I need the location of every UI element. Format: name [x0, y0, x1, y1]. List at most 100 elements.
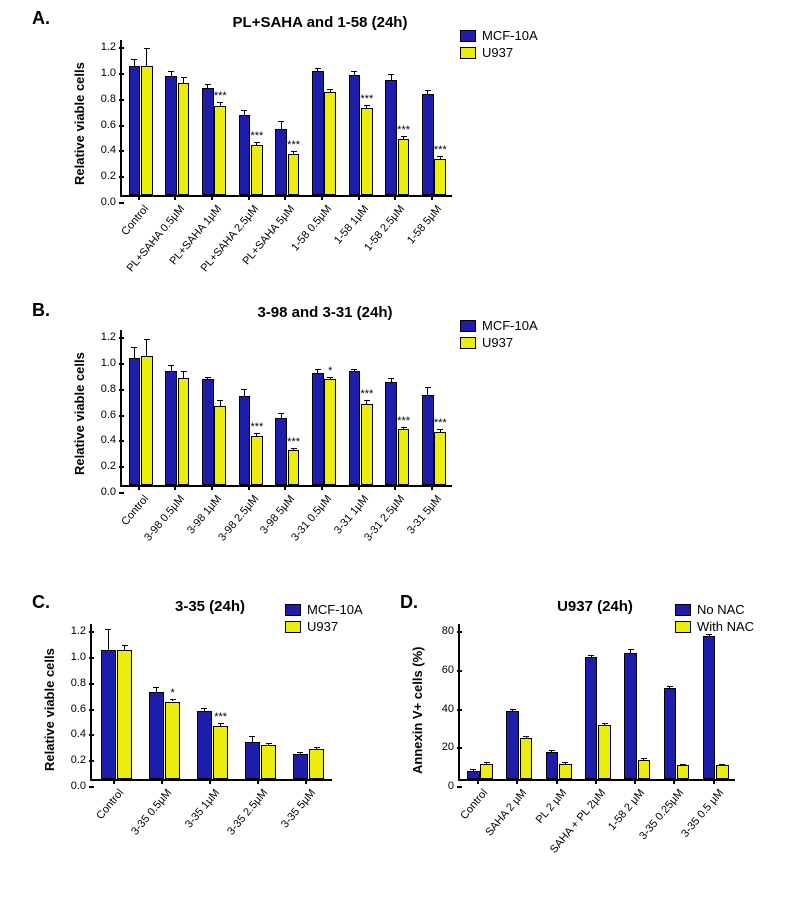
ytick-label: 40 [442, 703, 460, 715]
error-cap [549, 750, 555, 751]
error-cap [327, 89, 333, 90]
bar [202, 88, 214, 195]
bar [398, 429, 410, 485]
bar [312, 71, 324, 195]
legend-label: No NAC [697, 602, 745, 617]
legend-item: MCF-10A [460, 28, 538, 43]
xtick-mark [595, 779, 597, 784]
panel-label-a: A. [32, 8, 50, 29]
legend-item: MCF-10A [460, 318, 538, 333]
error-cap [425, 387, 431, 388]
xtick-mark [209, 779, 211, 784]
bar [638, 760, 651, 779]
xtick-mark [284, 485, 286, 490]
error-cap [241, 110, 247, 111]
legend-item: No NAC [675, 602, 754, 617]
error-cap [401, 136, 407, 137]
bar [398, 139, 410, 195]
xtick-label: 3-35 1µM [183, 787, 222, 830]
xtick-mark [394, 485, 396, 490]
bar [178, 83, 190, 195]
error-cap [470, 769, 476, 770]
legend-swatch-icon [460, 30, 476, 42]
bar [293, 754, 308, 779]
ytick-label: 1.0 [101, 67, 122, 79]
bar [422, 395, 434, 485]
bar [251, 436, 263, 485]
legend-label: U937 [482, 45, 513, 60]
error-cap [523, 736, 529, 737]
error-cap [706, 634, 712, 635]
chart-b: 3-98 and 3-31 (24h) MCF-10A U937 Relativ… [60, 300, 580, 580]
chart-b-legend: MCF-10A U937 [460, 318, 538, 352]
error-cap [205, 377, 211, 378]
bar [585, 657, 598, 779]
bar [261, 745, 276, 779]
xtick-label: 3-35 2.5µM [226, 787, 271, 838]
ytick-label: 1.2 [101, 41, 122, 53]
ytick-label: 1.0 [71, 651, 92, 663]
xtick-mark [248, 485, 250, 490]
ytick-label: 80 [442, 625, 460, 637]
error-cap [131, 59, 137, 60]
error-cap [217, 102, 223, 103]
ytick-label: 0.4 [101, 144, 122, 156]
bar [546, 752, 559, 779]
chart-a-plot: 0.00.20.40.60.81.01.2****************** [120, 40, 452, 197]
error-cap [562, 762, 568, 763]
bar [141, 356, 153, 485]
bar [434, 159, 446, 195]
chart-a-legend: MCF-10A U937 [460, 28, 538, 62]
error-cap [314, 747, 320, 748]
xtick-mark [634, 779, 636, 784]
error-cap [217, 400, 223, 401]
chart-b-title: 3-98 and 3-31 (24h) [200, 304, 450, 321]
xtick-mark [431, 195, 433, 200]
error-cap [680, 764, 686, 765]
bar [117, 650, 132, 779]
error-cap [122, 645, 128, 646]
error-cap [641, 758, 647, 759]
bar [361, 404, 373, 485]
bar [559, 764, 572, 780]
xtick-label: 3-31 1µM [332, 493, 371, 536]
xtick-mark [556, 779, 558, 784]
xtick-label: 3-98 1µM [185, 493, 224, 536]
error-cap [153, 687, 159, 688]
error-cap [588, 655, 594, 656]
error-cap [510, 709, 516, 710]
error-cap [249, 736, 255, 737]
ytick-label: 0.6 [101, 409, 122, 421]
bar [239, 115, 251, 195]
xtick-mark [673, 779, 675, 784]
error-cap [351, 71, 357, 72]
ytick-label: 0.8 [101, 383, 122, 395]
chart-d: U937 (24h) No NAC With NAC Annexin V+ ce… [400, 596, 790, 916]
error-bar [281, 121, 282, 129]
significance-marker: *** [394, 415, 414, 427]
significance-marker: *** [284, 139, 304, 151]
significance-marker: *** [357, 93, 377, 105]
error-cap [170, 699, 176, 700]
error-cap [168, 365, 174, 366]
bar [677, 765, 690, 779]
bar [467, 771, 480, 779]
error-cap [364, 105, 370, 106]
error-cap [437, 429, 443, 430]
bar [703, 636, 716, 779]
significance-marker: *** [430, 417, 450, 429]
error-cap [201, 708, 207, 709]
bar [309, 749, 324, 779]
ytick-label: 1.2 [101, 331, 122, 343]
significance-marker: *** [210, 90, 230, 102]
xtick-mark [394, 195, 396, 200]
error-cap [388, 378, 394, 379]
xtick-mark [248, 195, 250, 200]
bar [624, 653, 637, 779]
ytick-label: 0.8 [71, 677, 92, 689]
bar [598, 725, 611, 779]
legend-item: U937 [460, 335, 538, 350]
xtick-mark [138, 485, 140, 490]
xtick-mark [257, 779, 259, 784]
error-cap [425, 90, 431, 91]
